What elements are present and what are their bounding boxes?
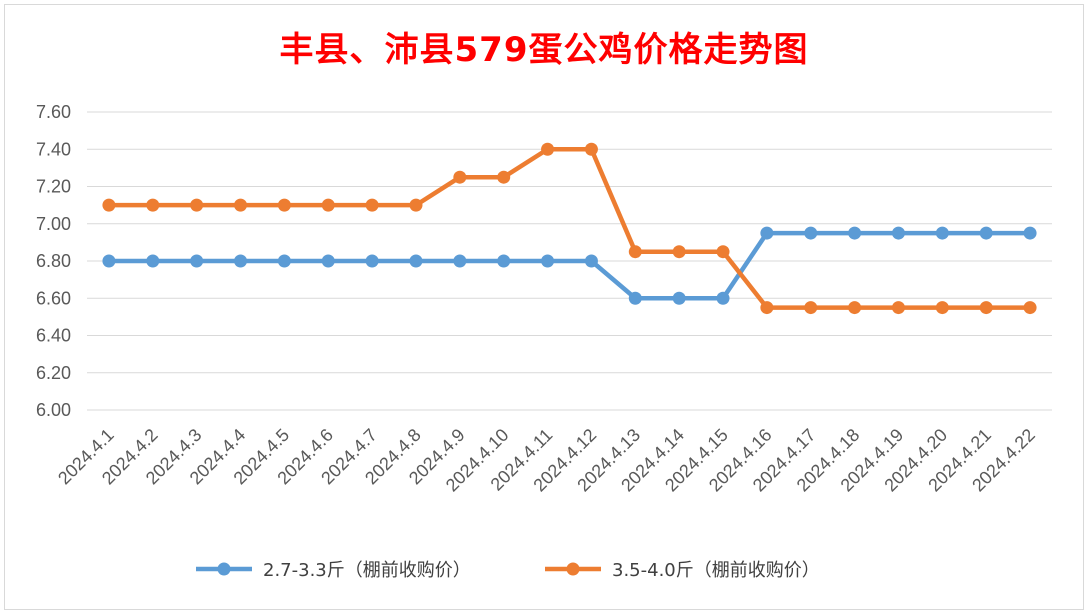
- data-point: [804, 226, 818, 240]
- data-point: [365, 198, 379, 212]
- y-axis-ticks: 6.00 6.20 6.40 6.60 6.80 7.00 7.20 7.40 7.60: [36, 102, 71, 420]
- data-point: [497, 170, 511, 184]
- data-point: [321, 198, 335, 212]
- data-point: [190, 254, 204, 268]
- data-point: [979, 301, 993, 315]
- legend: 2.7-3.3斤（棚前收购价） 3.5-4.0斤（棚前收购价）: [196, 560, 820, 581]
- data-point: [277, 254, 291, 268]
- data-point: [234, 198, 248, 212]
- series-line-2: [106, 147, 1033, 310]
- y-tick-label: 6.20: [36, 363, 71, 383]
- series-layer: [102, 142, 1037, 315]
- data-point: [584, 142, 598, 156]
- data-point: [102, 198, 116, 212]
- y-tick-label: 6.80: [36, 251, 71, 271]
- data-point: [891, 301, 905, 315]
- legend-swatch-marker: [566, 562, 580, 576]
- data-point: [716, 245, 730, 259]
- data-point: [541, 254, 555, 268]
- x-axis-ticks: 2024.4.12024.4.22024.4.32024.4.42024.4.5…: [54, 425, 1039, 496]
- data-point: [935, 301, 949, 315]
- y-tick-label: 6.00: [36, 400, 71, 420]
- data-point: [190, 198, 204, 212]
- y-tick-label: 7.00: [36, 214, 71, 234]
- data-point: [541, 142, 555, 156]
- y-tick-label: 7.40: [36, 139, 71, 159]
- data-point: [321, 254, 335, 268]
- data-point: [628, 291, 642, 305]
- y-tick-label: 7.60: [36, 102, 71, 122]
- y-tick-label: 6.40: [36, 326, 71, 346]
- data-point: [277, 198, 291, 212]
- data-point: [453, 170, 467, 184]
- legend-label: 3.5-4.0斤（棚前收购价）: [612, 560, 820, 581]
- data-point: [848, 226, 862, 240]
- data-point: [804, 301, 818, 315]
- data-point: [935, 226, 949, 240]
- legend-swatch-marker: [217, 562, 231, 576]
- data-point: [146, 254, 160, 268]
- data-point: [628, 245, 642, 259]
- data-point: [584, 254, 598, 268]
- data-point: [979, 226, 993, 240]
- data-point: [672, 245, 686, 259]
- data-point: [497, 254, 511, 268]
- data-point: [1023, 301, 1037, 315]
- data-point: [234, 254, 248, 268]
- data-point: [365, 254, 379, 268]
- chart-title: 丰县、沛县579蛋公鸡价格走势图: [279, 30, 809, 70]
- data-point: [146, 198, 160, 212]
- series-line-1: [106, 230, 1033, 301]
- data-point: [891, 226, 905, 240]
- legend-label: 2.7-3.3斤（棚前收购价）: [263, 560, 471, 581]
- data-point: [760, 226, 774, 240]
- data-point: [409, 254, 423, 268]
- data-point: [760, 301, 774, 315]
- data-point: [453, 254, 467, 268]
- y-tick-label: 7.20: [36, 177, 71, 197]
- data-point: [848, 301, 862, 315]
- data-point: [672, 291, 686, 305]
- data-point: [716, 291, 730, 305]
- data-point: [409, 198, 423, 212]
- data-point: [1023, 226, 1037, 240]
- y-tick-label: 6.60: [36, 288, 71, 308]
- data-point: [102, 254, 116, 268]
- gridlines: [87, 111, 1052, 411]
